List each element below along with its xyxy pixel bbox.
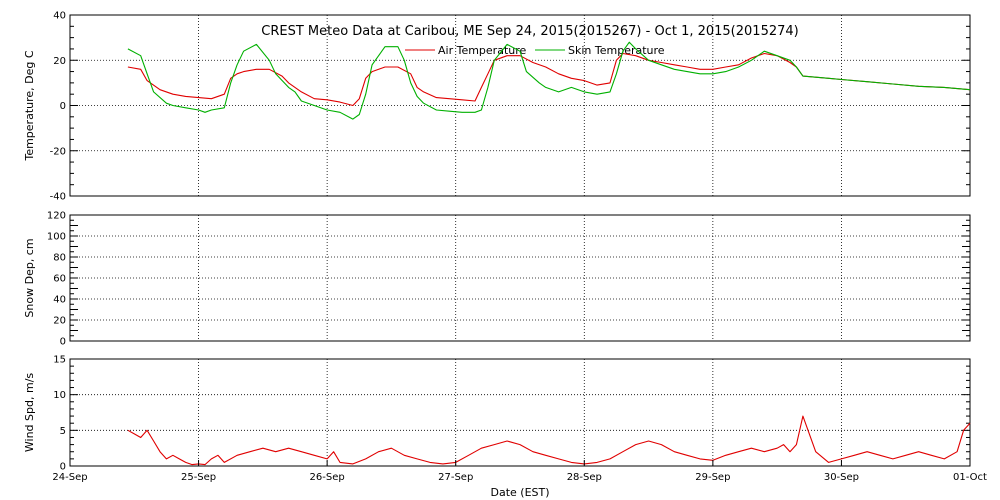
panel-1-y-axis-label: Snow Dep, cm [23,238,36,317]
panel-0-y-tick-label: -20 [50,146,66,157]
panel-0-y-tick-label: 0 [60,101,66,112]
panel-2-series-0-line [127,415,971,466]
x-tick-label: 24-Sep [52,472,87,483]
x-tick-label: 26-Sep [310,472,345,483]
x-tick-label: 30-Sep [824,472,859,483]
chart-title: CREST Meteo Data at Caribou, ME Sep 24, … [261,24,798,39]
panel-0-y-tick-label: 40 [53,11,66,22]
legend-skin-temperature-label: Skin Temperature [568,44,665,57]
panel-1-y-tick-label: 40 [53,295,66,306]
panel-2-y-tick-label: 0 [60,462,66,473]
chart-panels: -40 -20 0 20 40 Temperature, Deg C 0 20 40 60 80 10… [23,11,987,484]
panel-1-y-tick-label: 120 [47,211,66,222]
panel-2-y-axis-label: Wind Spd, m/s [23,373,36,453]
legend: Air Temperature Skin Temperature [405,44,665,57]
panel-1-y-tick-label: 60 [53,274,66,285]
x-tick-label: 25-Sep [181,472,216,483]
x-tick-label: 27-Sep [438,472,473,483]
panel-1-y-tick-label: 100 [47,232,66,243]
x-tick-label: 01-Oct [953,472,987,483]
panel-2-y-tick-label: 10 [53,390,66,401]
panel-0-series-1-line [127,41,971,120]
x-axis-label: Date (EST) [490,486,549,499]
panel-1-y-tick-label: 0 [60,337,66,348]
legend-air-temperature-label: Air Temperature [438,44,527,57]
panel-1-y-tick-label: 20 [53,316,66,327]
panel-0-y-tick-label: -40 [50,192,66,203]
panel-1-y-tick-label: 80 [53,253,66,264]
panel-0-y-tick-label: 20 [53,56,66,67]
panel-2-y-tick-label: 15 [53,355,66,366]
x-tick-label: 29-Sep [695,472,730,483]
panel-0-series-0-line [127,52,971,107]
panel-2-y-tick-label: 5 [60,426,66,437]
panel-2-frame [69,358,971,467]
x-tick-label: 28-Sep [567,472,602,483]
panel-0-y-axis-label: Temperature, Deg C [23,50,36,161]
